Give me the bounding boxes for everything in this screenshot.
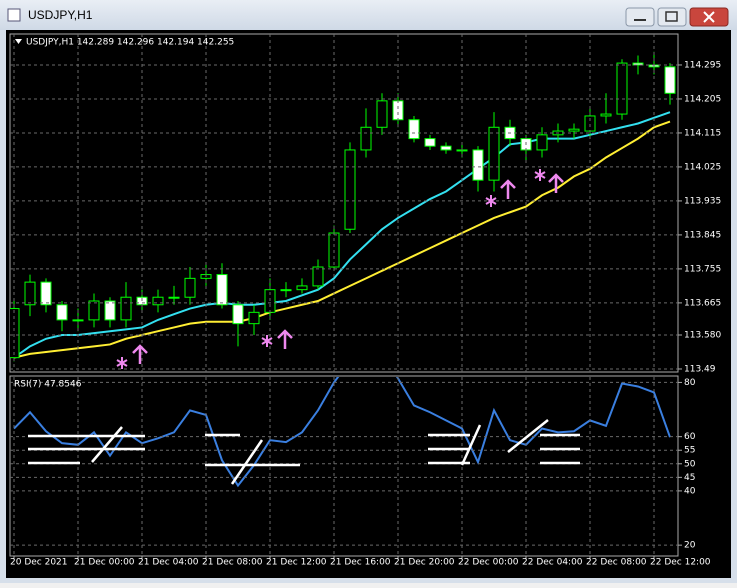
candle-body [232,304,244,325]
candle-body [376,100,388,128]
candle-body [312,266,324,287]
candle-body [152,296,164,306]
signals [116,169,564,369]
y-tick-label: 114.205 [684,94,721,104]
up-arrow [500,179,516,199]
y-tick-label: 114.295 [684,60,721,70]
up-arrow [132,344,148,364]
y-tick-label: 113.665 [684,298,721,308]
x-tick-label: 21 Dec 08:00 [202,558,263,568]
candle-body [24,281,36,306]
y-tick-label: 114.025 [684,162,721,172]
star [261,335,273,347]
x-tick-label: 22 Dec 04:00 [522,558,583,568]
level-lines [540,433,580,465]
rsi-title: RSI(7) 47.8546 [14,380,82,390]
y-tick-label: 80 [684,378,696,388]
level-lines [28,434,145,465]
collapse-icon [15,39,22,44]
candle-body [472,149,484,181]
x-tick-label: 21 Dec 04:00 [138,558,199,568]
candle-body [72,319,84,322]
maximize-button[interactable] [657,7,687,27]
candle-body [56,304,68,321]
y-tick-label: 55 [684,446,695,456]
level-lines [205,433,300,467]
y-tick-label: 113.755 [684,264,721,274]
trend-line [507,419,549,453]
candle-body [616,62,628,115]
close-glyph [703,11,715,23]
y-tick-label: 20 [684,541,696,551]
candle-body [296,285,308,291]
candle-body [600,113,612,117]
app-icon [7,8,21,22]
candle-body [344,149,356,230]
candle-body [280,289,292,292]
candle-body [488,126,500,181]
trend-line [460,424,482,466]
candle-body [632,62,644,66]
candle-body [88,300,100,321]
y-tick-label: 50 [684,459,696,469]
x-tick-label: 22 Dec 00:00 [458,558,519,568]
candle-body [10,308,20,359]
y-tick-label: 113.49 [684,364,716,374]
y-tick-label: 113.845 [684,230,721,240]
candle-body [184,277,196,298]
candle-body [536,134,548,151]
x-tick-label: 21 Dec 00:00 [74,558,135,568]
candle-body [360,126,372,151]
star [116,357,128,369]
candle-body [568,128,580,132]
y-tick-label: 113.935 [684,196,721,206]
y-tick-label: 60 [684,432,696,442]
x-tick-label: 20 Dec 2021 [10,558,68,568]
y-tick-label: 114.115 [684,128,721,138]
title-bar [0,0,737,30]
candle-body [664,66,676,94]
candle-body [424,138,436,147]
x-tick-label: 22 Dec 08:00 [586,558,647,568]
rsi-panel [9,375,679,557]
candle-body [120,296,132,321]
maximize-glyph [665,11,678,22]
up-arrow [277,329,293,349]
star [485,195,497,207]
candle-body [40,281,52,306]
rsi-drawings [28,419,580,485]
trend-line [230,439,264,485]
window-title: USDJPY,H1 [28,8,93,22]
trend-line [91,426,123,463]
candle-body [392,100,404,121]
star [534,169,546,181]
candle-body [168,296,180,299]
x-tick-label: 22 Dec 12:00 [650,558,711,568]
candle-body [408,119,420,140]
up-arrow [548,173,564,193]
moving-average [13,120,671,359]
main-title: USDJPY,H1 142.289 142.296 142.194 142.25… [26,38,234,48]
y-tick-label: 40 [684,486,696,496]
y-tick-label: 113.580 [684,330,721,340]
x-tick-label: 21 Dec 12:00 [266,558,327,568]
candle-body [216,274,228,306]
candle-body [440,145,452,151]
minimize-button[interactable] [625,7,655,27]
candle-body [104,300,116,321]
x-tick-label: 21 Dec 16:00 [330,558,391,568]
y-tick-label: 45 [684,473,695,483]
x-tick-label: 21 Dec 20:00 [394,558,455,568]
candle-body [248,311,260,325]
main-panel [9,33,679,373]
